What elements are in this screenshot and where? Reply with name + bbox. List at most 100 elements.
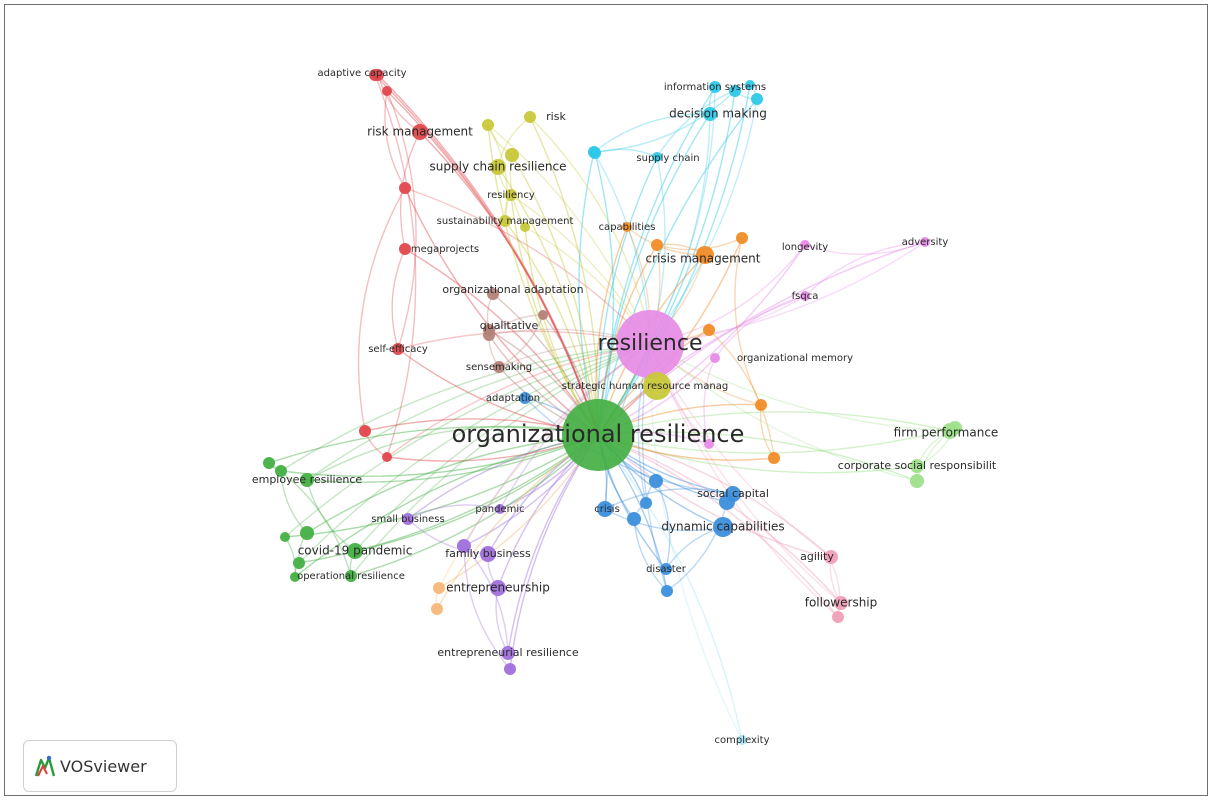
keyword-label[interactable]: information systems <box>664 82 766 93</box>
keyword-node-unlabeled[interactable] <box>704 439 714 449</box>
keyword-node[interactable] <box>493 361 505 373</box>
keyword-node-unlabeled[interactable] <box>640 497 652 509</box>
keyword-label[interactable]: capabilities <box>599 222 656 233</box>
keyword-node-unlabeled[interactable] <box>751 93 763 105</box>
keyword-label[interactable]: employee resilience <box>252 473 363 486</box>
keyword-node-unlabeled[interactable] <box>661 585 673 597</box>
keyword-node[interactable] <box>616 310 684 378</box>
keyword-node-unlabeled[interactable] <box>652 152 662 162</box>
keyword-node-unlabeled[interactable] <box>359 425 371 437</box>
keyword-label[interactable]: complexity <box>715 735 770 746</box>
keyword-node-unlabeled[interactable] <box>483 329 495 341</box>
keyword-label[interactable]: disaster <box>646 564 687 575</box>
keyword-label[interactable]: entrepreneurial resilience <box>437 646 578 659</box>
keyword-label[interactable]: firm performance <box>894 426 999 440</box>
keyword-node-unlabeled[interactable] <box>369 69 381 81</box>
keyword-node-unlabeled[interactable] <box>382 452 392 462</box>
keyword-label[interactable]: pandemic <box>475 504 524 515</box>
keyword-label[interactable]: entrepreneurship <box>446 581 550 595</box>
keyword-node-unlabeled[interactable] <box>290 572 300 582</box>
keyword-label[interactable]: risk <box>546 110 566 123</box>
keyword-node[interactable] <box>709 81 721 93</box>
keyword-node[interactable] <box>501 646 515 660</box>
keyword-node-unlabeled[interactable] <box>824 553 834 563</box>
keyword-label[interactable]: sensemaking <box>466 362 532 373</box>
keyword-label[interactable]: decision making <box>669 107 767 121</box>
keyword-node[interactable] <box>300 473 314 487</box>
keyword-node[interactable] <box>505 189 517 201</box>
keyword-node[interactable] <box>834 596 848 610</box>
keyword-node[interactable] <box>660 563 672 575</box>
keyword-node[interactable] <box>710 353 720 363</box>
keyword-label[interactable]: agility <box>800 550 834 563</box>
keyword-node-unlabeled[interactable] <box>293 557 305 569</box>
keyword-node[interactable] <box>399 243 411 255</box>
network-canvas[interactable]: organizational resilience resilience strat… <box>4 4 1208 796</box>
keyword-node-unlabeled[interactable] <box>300 526 314 540</box>
keyword-node[interactable] <box>597 501 613 517</box>
keyword-node-unlabeled[interactable] <box>433 582 445 594</box>
keyword-node-unlabeled[interactable] <box>431 603 443 615</box>
keyword-node-unlabeled[interactable] <box>832 611 844 623</box>
keyword-node-unlabeled[interactable] <box>504 663 516 675</box>
keyword-node[interactable] <box>800 240 810 250</box>
keyword-node-unlabeled[interactable] <box>768 452 780 464</box>
keyword-label[interactable]: social capital <box>697 487 769 500</box>
keyword-node-unlabeled[interactable] <box>649 474 663 488</box>
keyword-node[interactable] <box>910 459 924 473</box>
keyword-node[interactable] <box>347 543 363 559</box>
keyword-label[interactable]: adaptation <box>486 393 540 404</box>
keyword-node-unlabeled[interactable] <box>399 182 411 194</box>
keyword-label[interactable]: followership <box>805 596 878 610</box>
keyword-node[interactable] <box>713 517 733 537</box>
keyword-label[interactable]: longevity <box>782 242 828 253</box>
keyword-label[interactable]: supply chain resilience <box>430 160 567 174</box>
keyword-node[interactable] <box>402 513 414 525</box>
keyword-node[interactable] <box>519 392 531 404</box>
keyword-node-unlabeled[interactable] <box>703 324 715 336</box>
keyword-node[interactable] <box>487 288 499 300</box>
keyword-label[interactable]: operational resilience <box>297 571 405 582</box>
keyword-node-unlabeled[interactable] <box>910 474 924 488</box>
keyword-label[interactable]: organizational memory <box>737 353 853 364</box>
keyword-node[interactable] <box>800 291 810 301</box>
keyword-node[interactable] <box>622 222 632 232</box>
keyword-label[interactable]: fsqca <box>792 291 819 302</box>
keyword-node[interactable] <box>345 570 357 582</box>
keyword-node-unlabeled[interactable] <box>627 512 641 526</box>
keyword-node[interactable] <box>920 237 930 247</box>
keyword-label[interactable]: self-efficacy <box>368 344 428 355</box>
keyword-node[interactable] <box>562 399 634 471</box>
keyword-node[interactable] <box>412 124 428 140</box>
keyword-node[interactable] <box>643 372 671 400</box>
keyword-label[interactable]: adversity <box>902 237 949 248</box>
keyword-node-unlabeled[interactable] <box>280 532 290 542</box>
keyword-label[interactable]: resilience <box>597 331 702 356</box>
keyword-label[interactable]: qualitative <box>480 319 539 332</box>
keyword-label[interactable]: adaptive capacity <box>317 68 406 79</box>
keyword-label[interactable]: small business <box>371 514 444 525</box>
keyword-label[interactable]: family business <box>445 547 531 560</box>
keyword-label[interactable]: corporate social responsibilit <box>838 459 997 472</box>
keyword-label[interactable]: organizational resilience <box>452 420 745 448</box>
keyword-node[interactable] <box>490 580 506 596</box>
keyword-label[interactable]: supply chain <box>636 153 699 164</box>
keyword-node-unlabeled[interactable] <box>482 119 494 131</box>
keyword-node-unlabeled[interactable] <box>729 85 741 97</box>
keyword-node-unlabeled[interactable] <box>505 148 519 162</box>
network-visualization[interactable]: organizational resilience resilience strat… <box>5 5 1207 795</box>
keyword-node[interactable] <box>524 111 536 123</box>
keyword-label[interactable]: resiliency <box>487 190 535 201</box>
keyword-node-unlabeled[interactable] <box>948 421 962 435</box>
keyword-label[interactable]: crisis management <box>646 252 761 266</box>
keyword-node[interactable] <box>490 159 506 175</box>
keyword-node[interactable] <box>480 546 496 562</box>
keyword-node-unlabeled[interactable] <box>719 494 735 510</box>
keyword-node-unlabeled[interactable] <box>736 232 748 244</box>
keyword-node-unlabeled[interactable] <box>457 539 471 553</box>
keyword-node-unlabeled[interactable] <box>745 80 755 90</box>
keyword-label[interactable]: dynamic capabilities <box>661 520 784 534</box>
keyword-node[interactable] <box>495 504 505 514</box>
keyword-node-unlabeled[interactable] <box>538 310 548 320</box>
keyword-node-unlabeled[interactable] <box>589 147 601 159</box>
